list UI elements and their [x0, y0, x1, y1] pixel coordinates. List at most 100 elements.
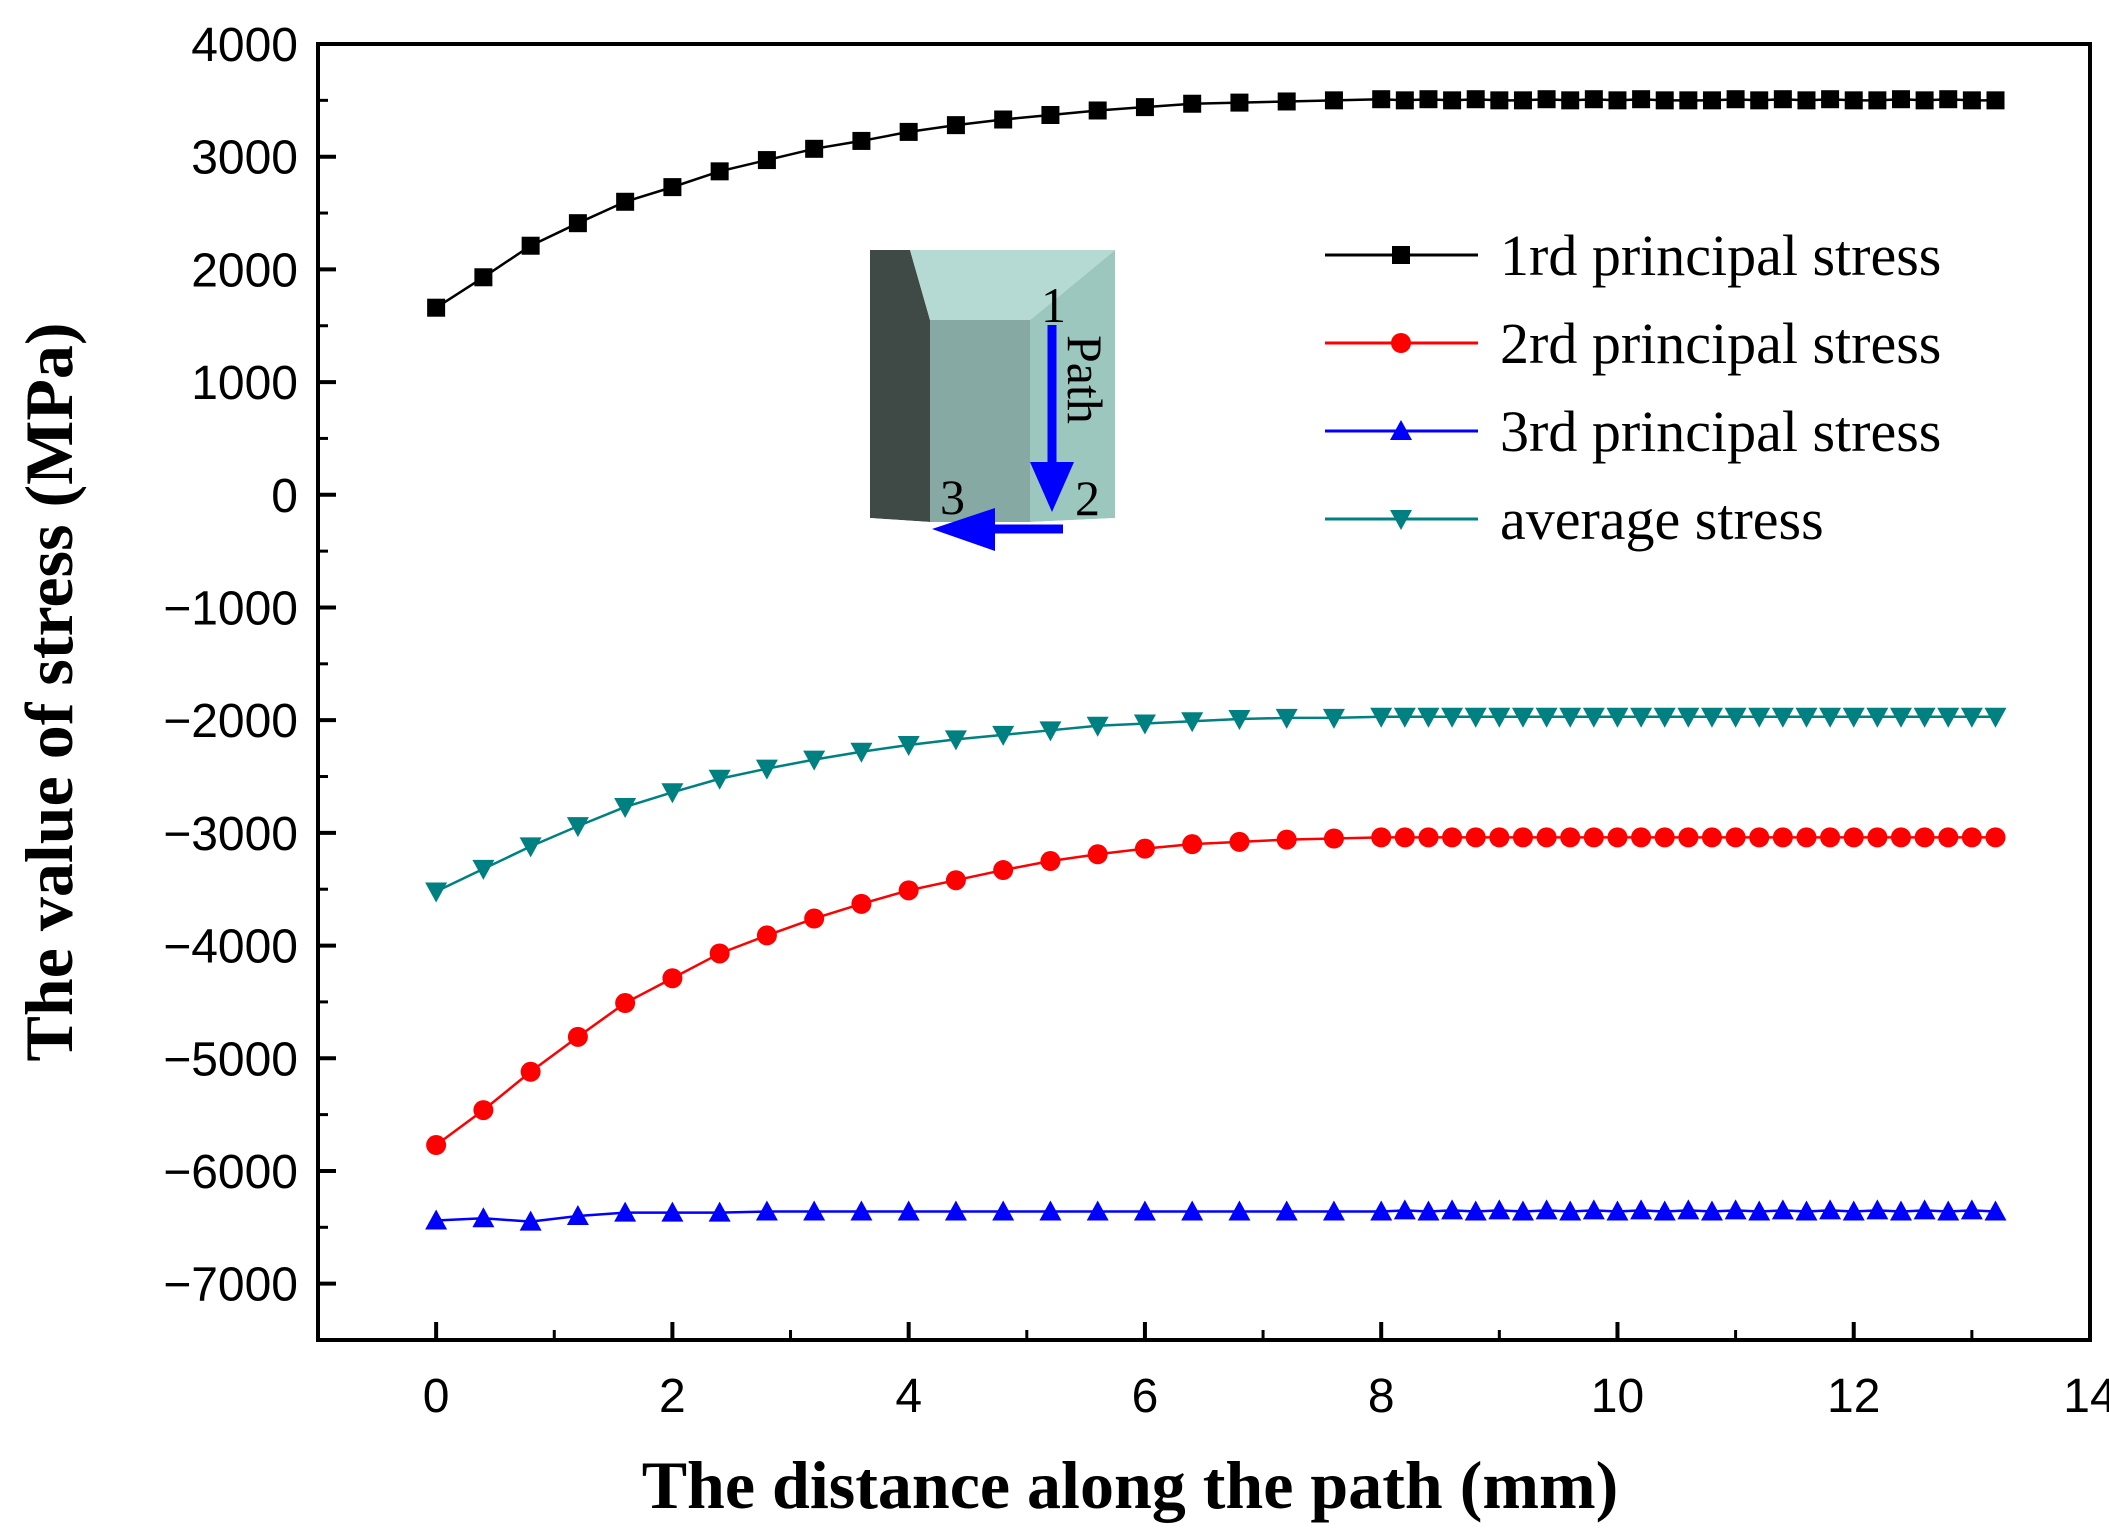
data-point	[1889, 707, 1912, 728]
inset-bottom-face	[870, 518, 1115, 525]
data-point	[1724, 707, 1747, 728]
data-point	[1772, 827, 1793, 848]
y-tick-label: −2000	[163, 695, 298, 748]
data-point	[1323, 828, 1344, 849]
data-point	[1041, 105, 1060, 124]
data-point	[1844, 91, 1863, 110]
data-point	[1913, 707, 1936, 728]
data-point	[897, 735, 920, 756]
series-layer	[425, 90, 2007, 1231]
data-point	[1608, 91, 1627, 110]
legend-entry: 2rd principal stress	[1325, 311, 1941, 376]
data-point	[1561, 91, 1580, 110]
data-point	[1181, 1200, 1204, 1221]
data-point	[1275, 708, 1298, 729]
legend-entry: 1rd principal stress	[1325, 223, 1941, 288]
data-point	[1230, 93, 1249, 112]
data-point	[1677, 707, 1700, 728]
series-average-stress	[425, 707, 2007, 903]
data-point	[1984, 1200, 2007, 1221]
y-tick-label: 3000	[191, 132, 298, 185]
legend-marker	[1391, 333, 1411, 353]
data-point	[1748, 707, 1771, 728]
data-point	[1535, 707, 1558, 728]
data-point	[1606, 707, 1629, 728]
data-point	[709, 943, 730, 964]
data-point	[1606, 1200, 1629, 1221]
data-point	[1725, 827, 1746, 848]
data-point	[1443, 91, 1462, 110]
inset-label-2: 2	[1075, 470, 1100, 526]
data-point	[944, 730, 967, 751]
data-point	[426, 1135, 447, 1156]
y-tick-label: −3000	[163, 808, 298, 861]
data-point	[804, 908, 825, 929]
data-point	[1582, 707, 1605, 728]
data-point	[1632, 90, 1651, 109]
x-axis-title: The distance along the path (mm)	[642, 1447, 1619, 1523]
data-point	[1087, 844, 1108, 865]
inset-left-face	[870, 250, 930, 522]
data-point	[1962, 91, 1981, 110]
data-point	[1560, 827, 1581, 848]
data-point	[1724, 1199, 1747, 1220]
data-point	[1322, 1200, 1345, 1221]
data-point	[852, 131, 871, 150]
data-point	[1749, 827, 1770, 848]
data-point	[1960, 707, 1983, 728]
data-point	[897, 1200, 920, 1221]
data-point	[1819, 1199, 1842, 1220]
data-point	[1654, 827, 1675, 848]
data-point	[1890, 827, 1911, 848]
data-point	[1795, 707, 1818, 728]
data-point	[708, 769, 731, 790]
data-point	[1086, 716, 1109, 737]
data-point	[1039, 1200, 1062, 1221]
data-point	[1630, 707, 1653, 728]
data-point	[1961, 827, 1982, 848]
legend-marker	[1390, 420, 1412, 440]
data-point	[1866, 707, 1889, 728]
data-point	[1086, 1200, 1109, 1221]
data-point	[1417, 1200, 1440, 1221]
data-point	[1985, 827, 2006, 848]
y-tick-label: −5000	[163, 1033, 298, 1086]
y-axis-ticks: 4000 3000 2000 1000 0 −1000 −2000 −3000 −4000 −50…	[163, 19, 336, 1342]
data-point	[566, 817, 589, 838]
data-point	[1395, 91, 1414, 110]
data-point	[1748, 1200, 1771, 1221]
data-point	[1464, 707, 1487, 728]
data-point	[992, 1200, 1015, 1221]
data-point	[992, 725, 1015, 746]
data-point	[1701, 827, 1722, 848]
data-point	[1134, 838, 1155, 859]
data-point	[1183, 94, 1202, 113]
inset-path-label: Path	[1057, 335, 1113, 424]
data-point	[1133, 1200, 1156, 1221]
data-point	[1796, 827, 1817, 848]
data-point	[1370, 707, 1393, 728]
data-point	[1819, 707, 1842, 728]
inset-front-face	[930, 320, 1030, 522]
data-point	[1866, 1199, 1889, 1220]
data-point	[1370, 1200, 1393, 1221]
data-point	[1797, 91, 1816, 110]
x-tick-label: 8	[1368, 1370, 1395, 1423]
data-point	[1488, 1199, 1511, 1220]
data-point	[1442, 827, 1463, 848]
data-point	[1773, 90, 1792, 109]
data-point	[1559, 707, 1582, 728]
data-point	[1868, 91, 1887, 110]
data-point	[1915, 91, 1934, 110]
data-point	[1536, 827, 1557, 848]
data-point	[1322, 708, 1345, 729]
data-point	[615, 993, 636, 1014]
legend-label: 1rd principal stress	[1500, 223, 1941, 288]
data-point	[756, 925, 777, 946]
data-point	[803, 1200, 826, 1221]
data-point	[708, 1201, 731, 1222]
data-point	[1465, 827, 1486, 848]
data-point	[1537, 90, 1556, 109]
data-point	[1535, 1199, 1558, 1220]
